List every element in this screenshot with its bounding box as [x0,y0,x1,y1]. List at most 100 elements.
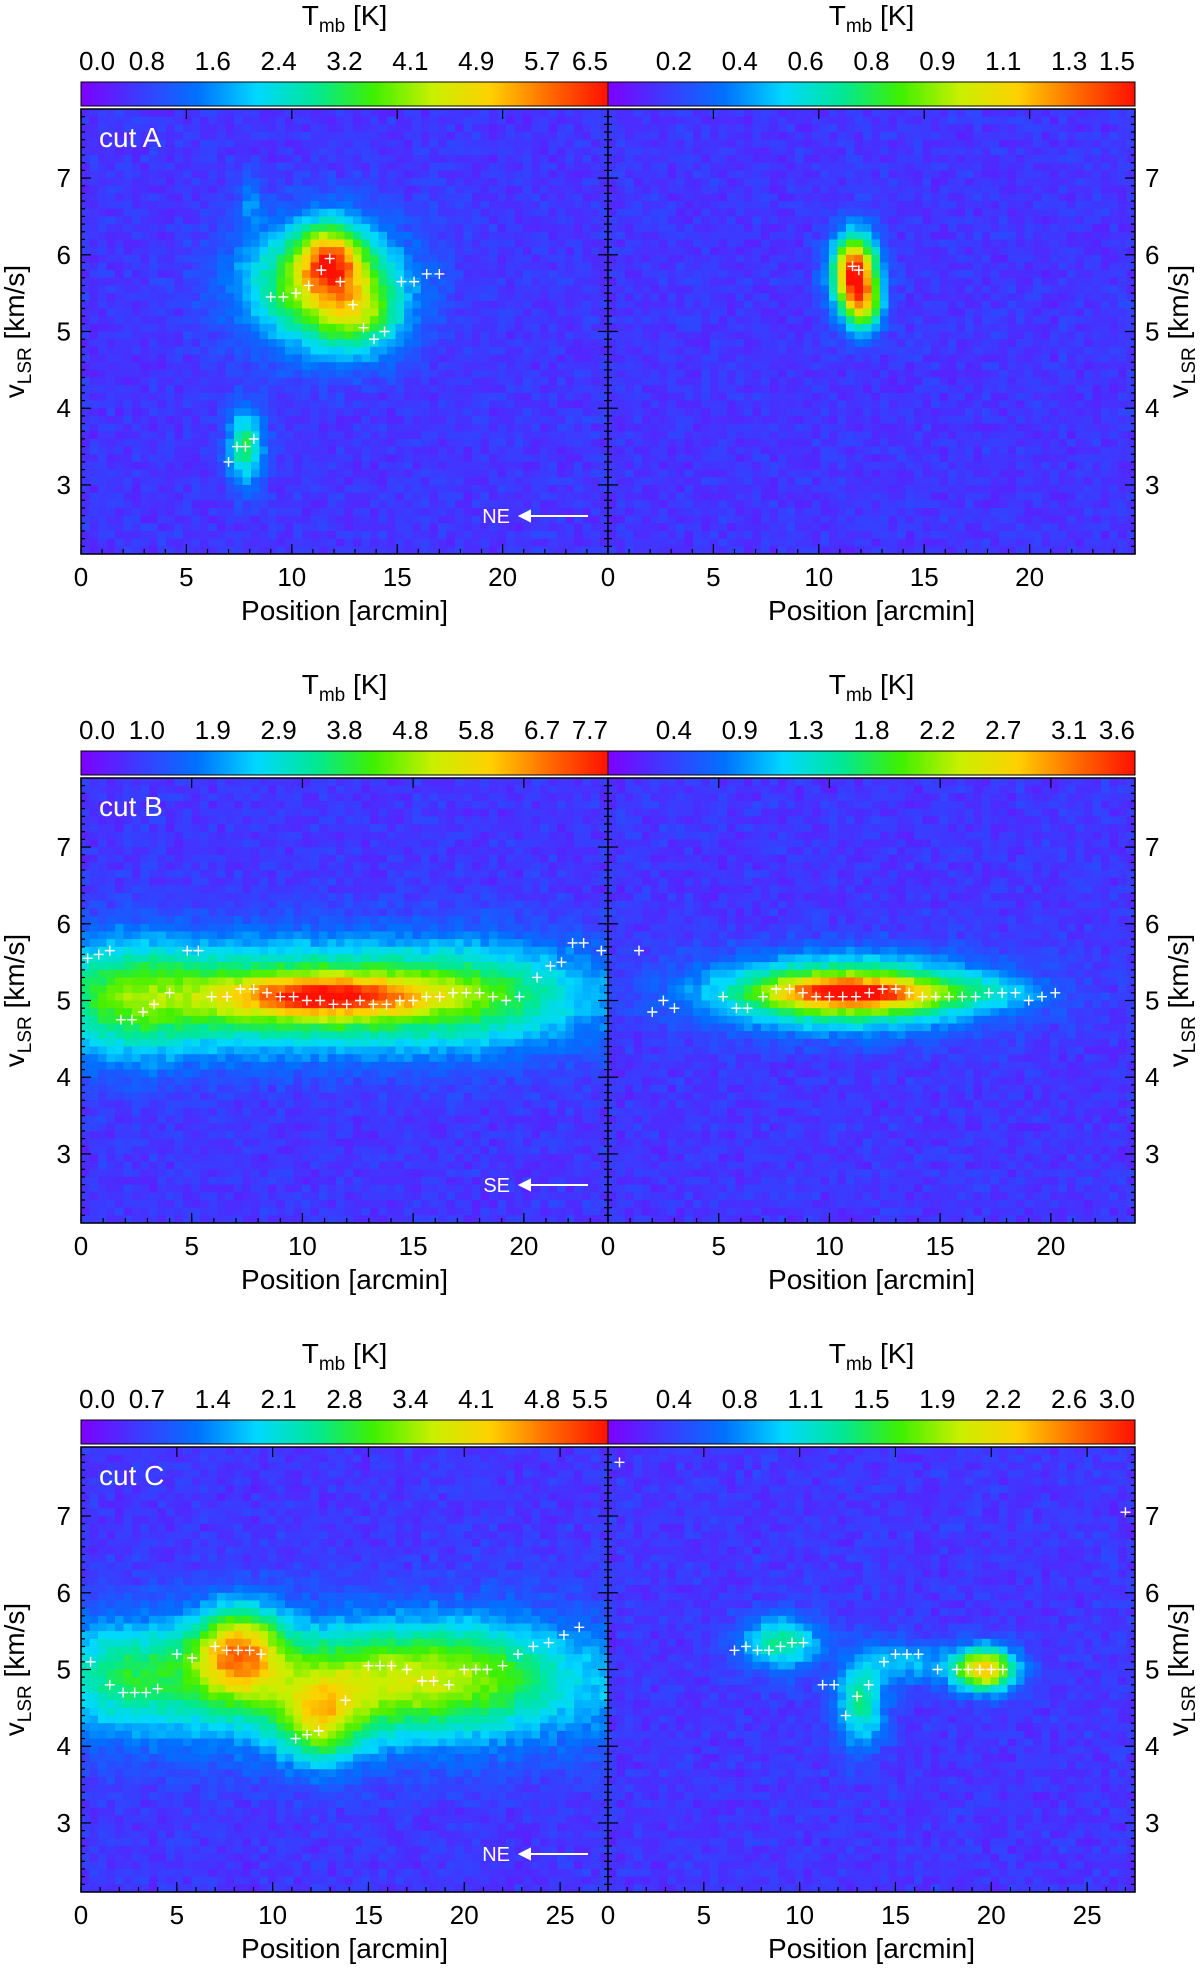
heatmap-cell [183,362,192,370]
heatmap-cell [430,117,439,125]
heatmap-cell [302,216,311,224]
heatmap-cell [591,232,600,240]
heatmap-cell [583,462,592,470]
heatmap-cell [345,186,354,194]
heatmap-cell [625,447,634,455]
heatmap-cell [421,470,430,478]
heatmap-cell [608,117,617,125]
heatmap-cell [158,523,167,531]
heatmap-cell [362,439,371,447]
heatmap-cell [260,163,269,171]
heatmap-cell [770,477,779,485]
heatmap-cell [268,393,277,401]
heatmap-cell [600,500,609,508]
heatmap-cell [234,385,243,393]
heatmap-cell [447,270,456,278]
heatmap-cell [430,232,439,240]
heatmap-cell [634,393,643,401]
heatmap-cell [353,523,362,531]
heatmap-cell [617,454,626,462]
heatmap-cell [226,485,235,493]
heatmap-cell [260,401,269,409]
heatmap-cell [234,378,243,386]
heatmap-cell [396,316,405,324]
heatmap-cell [217,500,226,508]
heatmap-cell [744,523,753,531]
heatmap-cell [651,454,660,462]
heatmap-cell [107,170,116,178]
heatmap-cell [625,209,634,217]
heatmap-cell [387,186,396,194]
heatmap-cell [659,224,668,232]
heatmap-cell [285,232,294,240]
heatmap-cell [328,124,337,132]
heatmap-cell [285,186,294,194]
heatmap-cell [370,170,379,178]
heatmap-cell [770,316,779,324]
heatmap-cell [447,209,456,217]
heatmap-cell [387,209,396,217]
heatmap-cell [549,477,558,485]
heatmap-cell [761,424,770,432]
heatmap-cell [166,163,175,171]
heatmap-cell [736,186,745,194]
heatmap-cell [574,247,583,255]
heatmap-cell [600,416,609,424]
heatmap-cell [600,270,609,278]
heatmap-cell [719,301,728,309]
heatmap-cell [481,124,490,132]
heatmap-cell [404,293,413,301]
heatmap-cell [761,370,770,378]
heatmap-cell [727,132,736,140]
heatmap-cell [566,470,575,478]
heatmap-cell [294,362,303,370]
heatmap-cell [294,247,303,255]
heatmap-cell [413,232,422,240]
heatmap-cell [498,439,507,447]
heatmap-cell [90,216,99,224]
heatmap-cell [481,301,490,309]
heatmap-cell [574,209,583,217]
heatmap-cell [659,385,668,393]
heatmap-cell [277,140,286,148]
heatmap-cell [124,500,133,508]
heatmap-cell [744,454,753,462]
heatmap-cell [591,523,600,531]
heatmap-cell [234,270,243,278]
heatmap-cell [404,339,413,347]
heatmap-cell [132,347,141,355]
heatmap-cell [158,508,167,516]
heatmap-cell [226,178,235,186]
heatmap-cell [336,378,345,386]
heatmap-cell [566,132,575,140]
heatmap-cell [124,255,133,263]
heatmap-cell [464,247,473,255]
heatmap-cell [387,301,396,309]
heatmap-cell [702,163,711,171]
heatmap-cell [438,332,447,340]
heatmap-cell [107,332,116,340]
heatmap-cell [226,147,235,155]
heatmap-cell [676,523,685,531]
heatmap-cell [515,355,524,363]
heatmap-cell [719,339,728,347]
heatmap-cell [668,255,677,263]
heatmap-cell [515,362,524,370]
heatmap-cell [251,378,260,386]
heatmap-cell [719,293,728,301]
heatmap-cell [328,293,337,301]
heatmap-cell [362,216,371,224]
heatmap-cell [617,462,626,470]
heatmap-cell [710,378,719,386]
heatmap-cell [370,316,379,324]
heatmap-cell [107,477,116,485]
heatmap-cell [506,324,515,332]
heatmap-cell [591,239,600,247]
heatmap-cell [651,424,660,432]
colorbar-tick-label: 3.2 [326,46,362,76]
heatmap-cell [727,370,736,378]
heatmap-cell [387,201,396,209]
heatmap-cell [158,163,167,171]
heatmap-cell [634,285,643,293]
y-axis-label-unit: [km/s] [0,265,30,347]
